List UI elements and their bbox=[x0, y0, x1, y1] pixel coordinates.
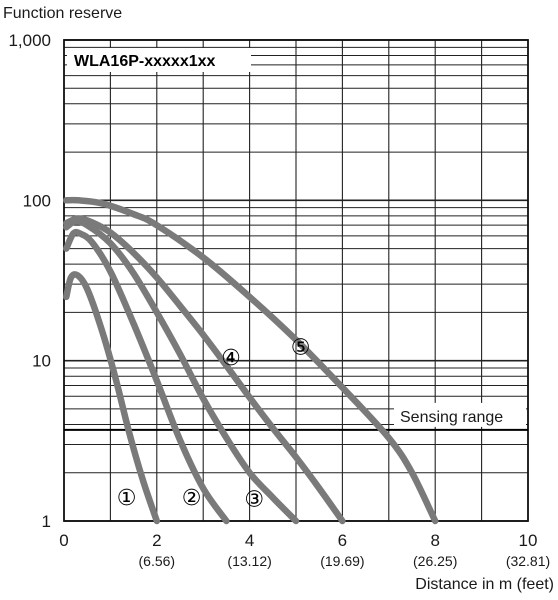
sensing-range-label-box bbox=[394, 402, 526, 427]
y-axis-title: Function reserve bbox=[3, 5, 122, 22]
x-tick-label: 6 bbox=[338, 531, 347, 550]
grid bbox=[63, 39, 529, 522]
x-tick-label: 2 bbox=[152, 531, 161, 550]
x-axis-title: Distance in m (feet) bbox=[415, 576, 554, 593]
x-tick-sublabel: (19.69) bbox=[320, 553, 364, 569]
model-label-box bbox=[67, 48, 251, 72]
curve-label-3: ③ bbox=[244, 488, 264, 513]
sensing-range-label: Sensing range bbox=[400, 409, 503, 426]
series-group bbox=[63, 196, 439, 525]
y-tick-label: 1,000 bbox=[8, 31, 51, 50]
series-line-3 bbox=[63, 217, 300, 525]
y-tick-labels: 1 10 100 1,000 bbox=[8, 31, 51, 531]
y-tick-label: 10 bbox=[32, 352, 51, 371]
curve-labels: ① ② ③ ④ ⑤ bbox=[117, 335, 311, 512]
series-line-1 bbox=[63, 271, 161, 525]
series-line-4 bbox=[63, 215, 346, 525]
x-tick-sublabel: (6.56) bbox=[139, 553, 176, 569]
curve-label-4: ④ bbox=[221, 346, 241, 371]
x-tick-label: 8 bbox=[430, 531, 439, 550]
y-tick-label: 1 bbox=[42, 512, 51, 531]
series-line-5 bbox=[63, 196, 439, 525]
x-tick-label: 0 bbox=[59, 531, 68, 550]
series-line-2 bbox=[63, 228, 230, 525]
curve-label-5: ⑤ bbox=[291, 335, 311, 360]
sensing-range-threshold: Sensing range bbox=[64, 402, 528, 431]
x-tick-sublabel: (26.25) bbox=[413, 553, 457, 569]
x-tick-sublabel: (13.12) bbox=[227, 553, 271, 569]
model-label: WLA16P-xxxxx1xx bbox=[74, 53, 216, 70]
curve-label-1: ① bbox=[117, 486, 137, 511]
y-tick-label: 100 bbox=[23, 191, 51, 210]
x-tick-sublabel: (32.81) bbox=[506, 553, 550, 569]
x-tick-labels: 0 2 (6.56) 4 (13.12) 6 (19.69) 8 (26.25) 10 (32.81… bbox=[59, 531, 550, 569]
x-tick-label: 4 bbox=[245, 531, 254, 550]
curve-label-2: ② bbox=[182, 486, 202, 511]
x-tick-label: 10 bbox=[519, 531, 538, 550]
